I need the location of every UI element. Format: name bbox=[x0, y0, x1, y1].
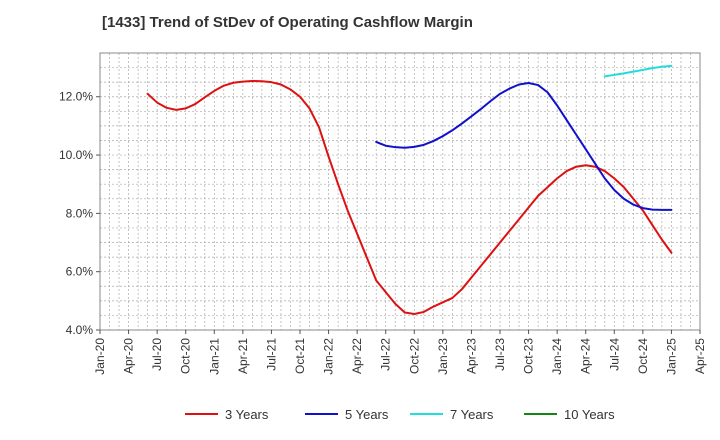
x-tick-label: Apr-22 bbox=[350, 338, 364, 374]
y-tick-label: 10.0% bbox=[59, 148, 93, 162]
x-tick-label: Jan-21 bbox=[207, 338, 221, 375]
y-tick-label: 8.0% bbox=[66, 206, 94, 220]
x-tick-label: Apr-24 bbox=[579, 338, 593, 374]
x-tick-label: Jul-21 bbox=[264, 338, 278, 371]
x-tick-label: Jan-25 bbox=[664, 338, 678, 375]
x-tick-label: Jan-22 bbox=[322, 338, 336, 375]
y-tick-label: 12.0% bbox=[59, 90, 93, 104]
x-tick-label: Jan-20 bbox=[93, 338, 107, 375]
x-tick-label: Jul-20 bbox=[150, 338, 164, 371]
x-axis-ticks: Jan-20 Apr-20 Jul-20 Oct-20 Jan-21 Apr-21 Jul-… bbox=[93, 330, 707, 375]
y-tick-label: 6.0% bbox=[66, 265, 94, 279]
y-axis-ticks: 4.0% 6.0% 8.0% 10.0% 12.0% bbox=[59, 90, 100, 337]
x-tick-label: Oct-22 bbox=[407, 338, 421, 374]
legend-label: 5 Years bbox=[345, 407, 389, 422]
x-tick-label: Oct-20 bbox=[179, 338, 193, 374]
x-tick-label: Oct-23 bbox=[522, 338, 536, 374]
plot-frame bbox=[99, 52, 701, 331]
x-tick-label: Apr-20 bbox=[122, 338, 136, 374]
x-tick-label: Jan-23 bbox=[436, 338, 450, 375]
series-layer bbox=[146, 64, 673, 315]
legend: 3 Years 5 Years 7 Years 10 Years bbox=[185, 407, 615, 422]
series-line-3-years bbox=[146, 79, 673, 315]
x-tick-label: Apr-25 bbox=[693, 338, 707, 374]
x-tick-label: Jan-24 bbox=[550, 338, 564, 375]
x-tick-label: Jul-24 bbox=[607, 338, 621, 371]
chart-title: [1433] Trend of StDev of Operating Cashf… bbox=[102, 14, 473, 31]
x-tick-label: Oct-24 bbox=[636, 338, 650, 374]
legend-label: 7 Years bbox=[450, 407, 494, 422]
series-line-5-years bbox=[375, 82, 673, 211]
y-tick-label: 4.0% bbox=[66, 323, 94, 337]
series-line-7-years bbox=[603, 64, 673, 78]
grid-layer bbox=[100, 53, 700, 330]
legend-label: 10 Years bbox=[564, 407, 615, 422]
x-tick-label: Apr-23 bbox=[464, 338, 478, 374]
x-tick-label: Oct-21 bbox=[293, 338, 307, 374]
legend-label: 3 Years bbox=[225, 407, 269, 422]
x-tick-label: Apr-21 bbox=[236, 338, 250, 374]
x-tick-label: Jul-23 bbox=[493, 338, 507, 371]
x-tick-label: Jul-22 bbox=[379, 338, 393, 371]
